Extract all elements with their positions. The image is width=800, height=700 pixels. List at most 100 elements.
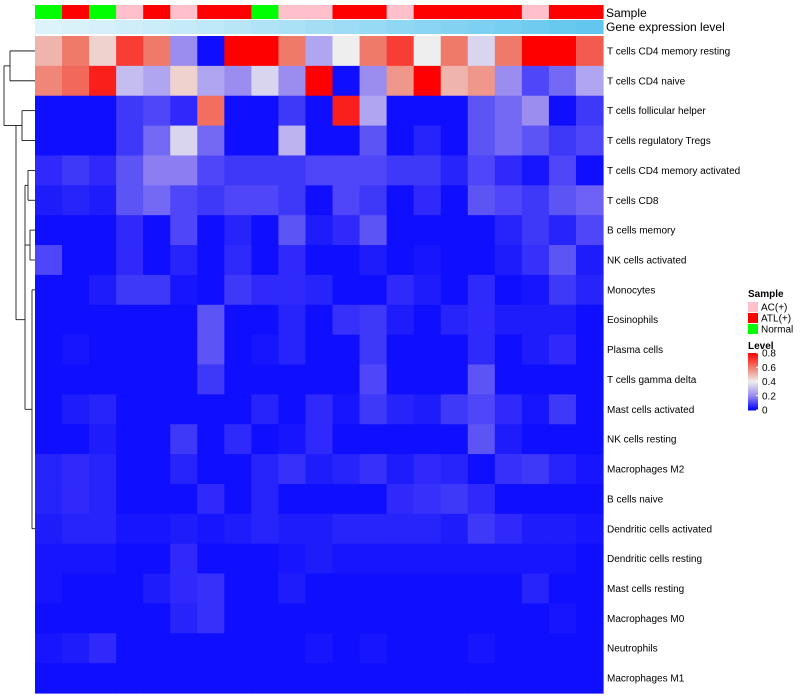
heatmap-cell (305, 603, 334, 634)
heatmap-cell (467, 633, 496, 664)
colorbar-segment (748, 407, 758, 410)
colorbar-segment (748, 360, 758, 363)
gene-annotation-cell (62, 20, 90, 34)
colorbar-segment (748, 385, 758, 388)
heatmap-cell (143, 155, 171, 186)
heatmap-cell (251, 155, 280, 186)
heatmap-cell (143, 215, 171, 246)
heatmap-cell (197, 483, 225, 515)
heatmap-cell (413, 334, 442, 366)
heatmap-cell (413, 125, 442, 157)
heatmap-cell (143, 603, 171, 634)
row-label: NK cells resting (607, 435, 676, 446)
heatmap-cell (224, 185, 252, 216)
heatmap-cell (521, 304, 550, 336)
heatmap-cell (467, 424, 496, 455)
heatmap-cell (359, 543, 388, 575)
heatmap-cell (116, 573, 144, 605)
heatmap-cell (251, 603, 280, 634)
heatmap-cell (278, 215, 307, 246)
heatmap-cell (386, 304, 415, 336)
heatmap-cell (440, 245, 469, 276)
heatmap-cell (143, 304, 171, 336)
row-label: Macrophages M1 (607, 674, 685, 685)
heatmap-cell (575, 663, 604, 694)
heatmap-cell (494, 274, 523, 306)
heatmap-cell (332, 215, 361, 246)
colorbar-segment (748, 368, 758, 371)
sample-annotation-cell (548, 5, 577, 19)
heatmap-cell (494, 245, 523, 276)
heatmap-cell (548, 95, 577, 127)
heatmap-cell (359, 603, 388, 634)
heatmap-cell (197, 215, 225, 246)
heatmap-cell (143, 394, 171, 425)
heatmap-cell (521, 36, 550, 67)
sample-annotation-cell (89, 5, 117, 19)
row-label: NK cells activated (607, 255, 686, 266)
heatmap-cell (494, 483, 523, 515)
heatmap-cell (332, 513, 361, 545)
heatmap-cell (359, 663, 388, 694)
heatmap-cell (440, 215, 469, 246)
sample-annotation-bar (35, 5, 604, 19)
heatmap-cell (521, 125, 550, 157)
heatmap-cell (305, 663, 334, 694)
heatmap-cell (386, 274, 415, 306)
colorbar-segment (748, 362, 758, 365)
colorbar-segment (748, 357, 758, 360)
heatmap-cell (332, 334, 361, 366)
heatmap-cell (359, 513, 388, 545)
heatmap-cell (413, 663, 442, 694)
colorbar-tick-label: 0.4 (762, 377, 776, 388)
heatmap-cell (548, 424, 577, 455)
heatmap-cell (62, 573, 90, 605)
heatmap-cell (332, 95, 361, 127)
colorbar-segment (748, 398, 758, 401)
heatmap-cell (494, 454, 523, 485)
heatmap-cell (251, 125, 280, 157)
heatmap-cell (548, 663, 577, 694)
heatmap-cell (89, 95, 117, 127)
heatmap-cell (575, 603, 604, 634)
heatmap-cell (197, 185, 225, 216)
heatmap-cell (143, 125, 171, 157)
heatmap-cell (521, 185, 550, 216)
heatmap-cell (197, 65, 225, 97)
heatmap-cell (224, 663, 252, 694)
heatmap-cell (467, 125, 496, 157)
heatmap-cell (386, 424, 415, 455)
heatmap-cell (89, 513, 117, 545)
gene-annotation-cell (170, 20, 198, 34)
heatmap-cell (413, 274, 442, 306)
heatmap-cell (116, 513, 144, 545)
heatmap-cell (386, 364, 415, 395)
heatmap-cell (332, 274, 361, 306)
heatmap-cell (305, 394, 334, 425)
heatmap-cell (251, 633, 280, 664)
heatmap-cell (359, 394, 388, 425)
row-labels: T cells CD4 memory resting T cells CD4 na… (607, 46, 740, 684)
heatmap-cell (116, 454, 144, 485)
heatmap-cell (197, 95, 225, 127)
heatmap-cell (89, 573, 117, 605)
heatmap-cell (170, 573, 198, 605)
heatmap-cell (386, 95, 415, 127)
colorbar-segment (748, 408, 758, 411)
colorbar-segment (748, 384, 758, 387)
heatmap-cell (143, 454, 171, 485)
heatmap-cell (116, 185, 144, 216)
heatmap-cell (521, 603, 550, 634)
heatmap-cell (548, 245, 577, 276)
heatmap-cell (62, 274, 90, 306)
heatmap-cell (440, 513, 469, 545)
heatmap-cell (197, 454, 225, 485)
heatmap-cell (170, 155, 198, 186)
heatmap-cell (89, 543, 117, 575)
heatmap-cell (494, 215, 523, 246)
heatmap-cell (251, 513, 280, 545)
sample-annotation-cell (521, 5, 550, 19)
heatmap-cell (278, 364, 307, 395)
heatmap-cell (35, 185, 63, 216)
heatmap-cell (143, 245, 171, 276)
